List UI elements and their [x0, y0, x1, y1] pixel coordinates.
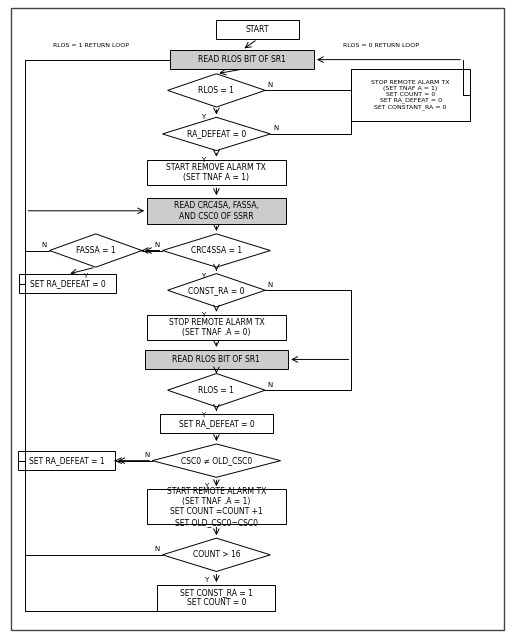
- Bar: [158, 585, 276, 611]
- Text: SET CONST_RA = 1
SET COUNT = 0: SET CONST_RA = 1 SET COUNT = 0: [180, 588, 253, 607]
- Text: READ RLOS BIT OF SR1: READ RLOS BIT OF SR1: [173, 355, 261, 364]
- Text: Y: Y: [204, 577, 208, 583]
- Text: N: N: [154, 546, 160, 552]
- Polygon shape: [162, 234, 270, 267]
- Text: RA_DEFEAT = 0: RA_DEFEAT = 0: [187, 130, 246, 139]
- Text: SET RA_DEFEAT = 0: SET RA_DEFEAT = 0: [179, 419, 254, 428]
- Polygon shape: [167, 374, 265, 407]
- Text: COUNT > 16: COUNT > 16: [193, 550, 240, 559]
- Text: Y: Y: [201, 157, 205, 164]
- Bar: [145, 350, 288, 369]
- Polygon shape: [162, 117, 270, 151]
- Bar: [147, 489, 286, 525]
- Text: READ RLOS BIT OF SR1: READ RLOS BIT OF SR1: [198, 55, 286, 64]
- Bar: [147, 160, 286, 185]
- Bar: [19, 274, 116, 293]
- Text: N: N: [144, 452, 150, 458]
- Text: Y: Y: [201, 313, 205, 318]
- Text: RLOS = 1 RETURN LOOP: RLOS = 1 RETURN LOOP: [53, 43, 129, 48]
- Polygon shape: [167, 273, 265, 307]
- Text: SET RA_DEFEAT = 0: SET RA_DEFEAT = 0: [29, 279, 106, 288]
- Polygon shape: [162, 538, 270, 571]
- Text: N: N: [273, 125, 278, 132]
- Text: CSC0 ≠ OLD_CSC0: CSC0 ≠ OLD_CSC0: [181, 456, 252, 465]
- Text: START REMOVE ALARM TX
(SET TNAF A = 1): START REMOVE ALARM TX (SET TNAF A = 1): [166, 162, 266, 182]
- Text: STOP REMOTE ALARM TX
(SET TNAF A = 1)
SET COUNT = 0
SET RA_DEFEAT = 0
SET CONSTA: STOP REMOTE ALARM TX (SET TNAF A = 1) SE…: [371, 80, 450, 110]
- Bar: [352, 69, 470, 121]
- Text: N: N: [42, 242, 47, 248]
- Text: READ CRC4SA, FASSA,
AND CSC0 OF SSRR: READ CRC4SA, FASSA, AND CSC0 OF SSRR: [174, 201, 259, 220]
- Text: STOP REMOTE ALARM TX
(SET TNAF .A = 0): STOP REMOTE ALARM TX (SET TNAF .A = 0): [168, 318, 264, 337]
- Text: N: N: [268, 282, 273, 288]
- Text: N: N: [268, 381, 273, 388]
- Text: Y: Y: [201, 273, 205, 279]
- Text: CRC4SSA = 1: CRC4SSA = 1: [191, 246, 242, 255]
- Text: FASSA = 1: FASSA = 1: [76, 246, 115, 255]
- Bar: [18, 451, 115, 470]
- Bar: [216, 20, 299, 39]
- Bar: [170, 50, 314, 69]
- Text: CONST_RA = 0: CONST_RA = 0: [188, 286, 245, 295]
- Text: N: N: [268, 82, 273, 88]
- Text: RLOS = 1: RLOS = 1: [198, 86, 234, 95]
- Text: START REMOTE ALARM TX
(SET TNAF .A = 1)
SET COUNT =COUNT +1
SET OLD_CSC0=CSC0: START REMOTE ALARM TX (SET TNAF .A = 1) …: [167, 487, 266, 527]
- Text: Y: Y: [204, 483, 208, 489]
- Text: RLOS = 1: RLOS = 1: [198, 386, 234, 395]
- Bar: [160, 414, 273, 433]
- Bar: [147, 315, 286, 340]
- Text: Y: Y: [83, 273, 88, 279]
- Text: START: START: [246, 25, 269, 34]
- Text: Y: Y: [201, 412, 205, 419]
- Polygon shape: [167, 74, 265, 107]
- Polygon shape: [152, 444, 281, 477]
- Text: N: N: [154, 242, 160, 248]
- Bar: [147, 198, 286, 223]
- Polygon shape: [49, 234, 142, 267]
- Text: Y: Y: [201, 114, 205, 120]
- Text: RLOS = 0 RETURN LOOP: RLOS = 0 RETURN LOOP: [343, 43, 419, 48]
- Text: SET RA_DEFEAT = 1: SET RA_DEFEAT = 1: [29, 456, 104, 465]
